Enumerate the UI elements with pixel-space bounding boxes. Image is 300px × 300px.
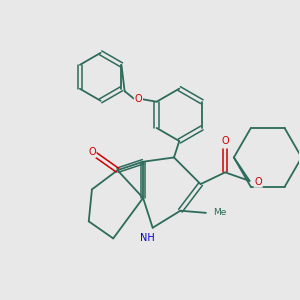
- Text: O: O: [135, 94, 142, 104]
- Text: O: O: [254, 177, 262, 187]
- Text: O: O: [221, 136, 229, 146]
- Text: O: O: [88, 147, 96, 157]
- Text: Me: Me: [213, 208, 226, 217]
- Text: NH: NH: [140, 233, 155, 243]
